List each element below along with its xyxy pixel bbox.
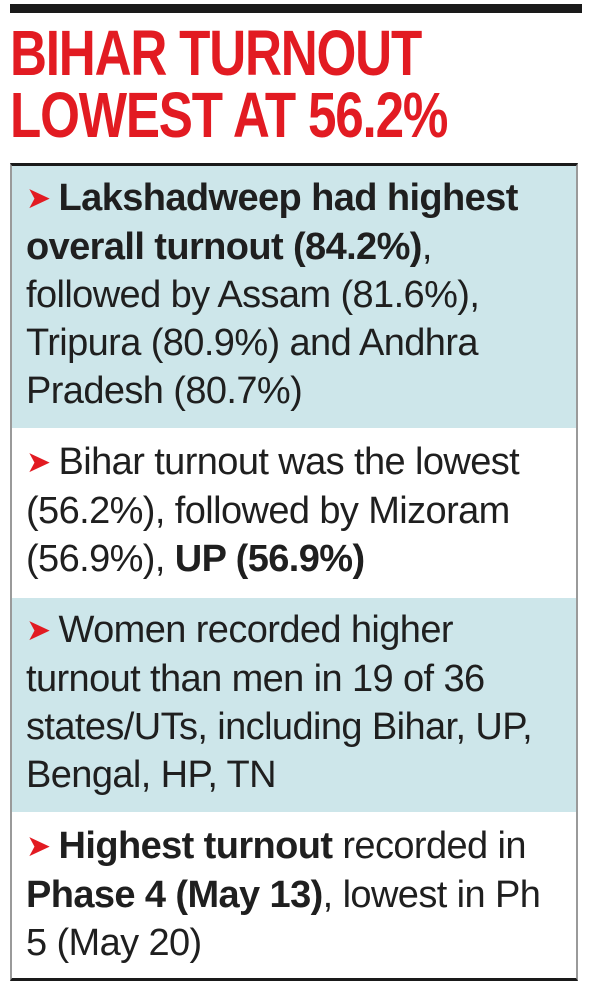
fact-text: , followed by Assam (81.6%), Tripura (80… <box>26 226 480 412</box>
fact-item-women-turnout: ➤ Women recorded higher turnout than men … <box>12 598 576 814</box>
headline-line-2: LOWEST AT 56.2% <box>10 79 448 151</box>
fact-item-lowest-turnout: ➤ Bihar turnout was the lowest (56.2%), f… <box>12 430 576 598</box>
fact-text: Bihar turnout was the lowest (56.2%), fo… <box>26 441 520 580</box>
fact-bold: UP (56.9%) <box>174 538 365 580</box>
fact-bold: Lakshadweep had highest overall turnout … <box>26 177 518 268</box>
fact-item-phase-turnout: ➤ Highest turnout recorded in Phase 4 (Ma… <box>12 814 576 978</box>
fact-text: recorded in <box>332 825 526 867</box>
fact-text: , lowest in Ph 5 (May 20) <box>26 874 541 964</box>
red-arrowhead-icon: ➤ <box>26 614 51 647</box>
fact-bold: Phase 4 (May 13) <box>26 874 323 916</box>
fact-bold: Highest turnout <box>58 825 333 867</box>
red-arrowhead-icon: ➤ <box>26 182 51 215</box>
fact-text: Women recorded higher turnout than men i… <box>26 609 533 796</box>
headline: BIHAR TURNOUT LOWEST AT 56.2% <box>10 21 470 147</box>
headline-line-1: BIHAR TURNOUT <box>10 17 422 89</box>
red-arrowhead-icon: ➤ <box>26 830 51 863</box>
top-rule <box>10 4 582 13</box>
red-arrowhead-icon: ➤ <box>26 446 51 479</box>
facts-box: ➤ Lakshadweep had highest overall turnout… <box>10 163 578 981</box>
fact-item-highest-turnout: ➤ Lakshadweep had highest overall turnout… <box>12 166 576 430</box>
